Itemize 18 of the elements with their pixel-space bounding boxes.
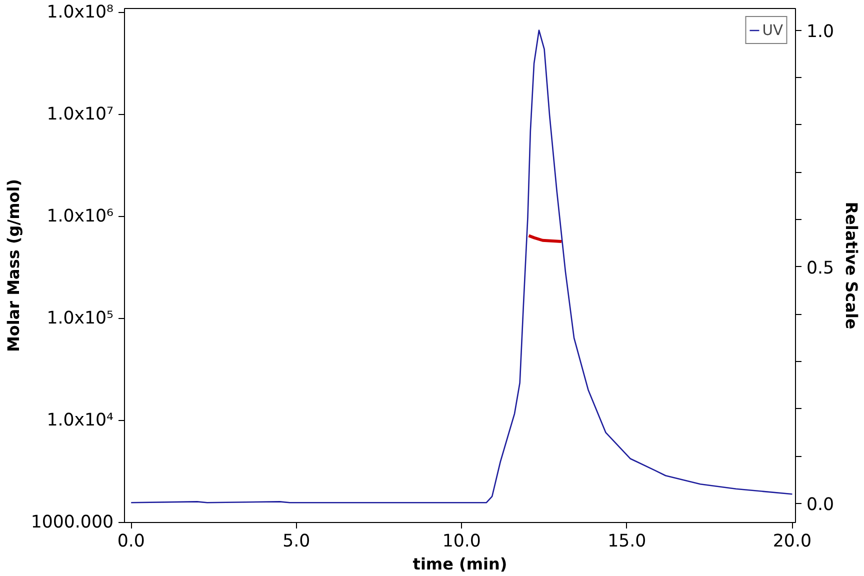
y-axis-title: Molar Mass (g/mol) xyxy=(4,178,23,352)
y-tick-label: 1.0x10⁴ xyxy=(46,410,114,431)
y-tick-label: 1.0x10⁷ xyxy=(46,104,114,125)
x-tick-label: 5.0 xyxy=(282,532,310,552)
x-axis-title: time (min) xyxy=(412,554,508,574)
y2-tick-label: 0.0 xyxy=(806,495,834,516)
y2-tick-label: 0.5 xyxy=(806,258,834,278)
x-tick-label: 10.0 xyxy=(442,532,481,552)
x-tick-label: 15.0 xyxy=(608,532,646,552)
x-tick-label: 20.0 xyxy=(772,532,812,552)
y-tick-label: 1.0x10⁶ xyxy=(46,206,114,227)
y-tick-label: 1000.000 xyxy=(30,512,114,532)
x-tick-label: 0.0 xyxy=(117,532,145,552)
legend-label: UV xyxy=(762,22,783,38)
y2-axis-title: Relative Scale xyxy=(842,202,862,330)
y2-tick-label: 1.0 xyxy=(806,22,834,42)
y-tick-label: 1.0x10⁵ xyxy=(46,308,114,329)
y-tick-label: 1.0x10⁸ xyxy=(46,2,114,23)
